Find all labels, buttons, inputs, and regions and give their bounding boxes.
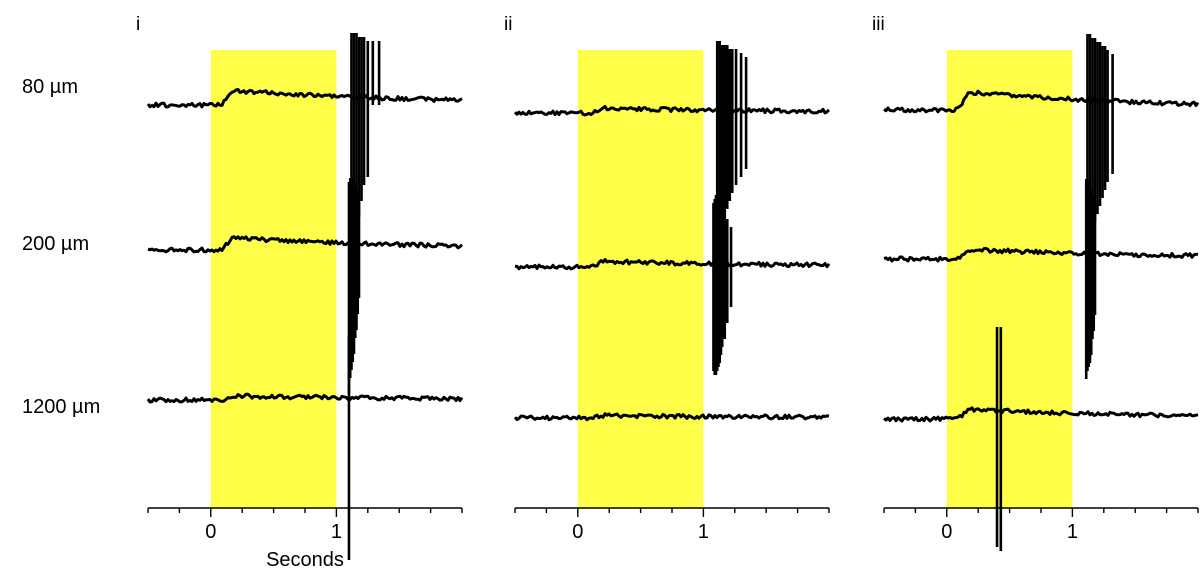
x-tick-label: 1 [331, 521, 342, 543]
stimulus-band [577, 50, 704, 508]
panel-label-iii: iii [872, 14, 885, 35]
x-tick-label: 1 [698, 521, 709, 543]
x-tick-label: 1 [1067, 521, 1078, 543]
stimulus-band [946, 50, 1073, 508]
panel-label-i: i [136, 14, 140, 35]
trace-200um [147, 235, 464, 254]
x-tick-label: 0 [941, 521, 952, 543]
row-label-200um: 200 µm [22, 233, 89, 255]
x-axis-label: Seconds [266, 549, 344, 570]
trace-80um [513, 104, 831, 117]
trace-200um [883, 246, 1199, 263]
x-tick-label: 0 [205, 521, 216, 543]
trace-1200um [146, 392, 464, 404]
trace-80um [883, 89, 1200, 114]
trace-200um [514, 258, 831, 271]
row-label-80um: 80 µm [22, 76, 78, 98]
panel-label-ii: ii [504, 14, 512, 35]
trace-1200um [883, 406, 1199, 423]
x-tick-label: 0 [572, 521, 583, 543]
stimulus-band [210, 50, 337, 508]
trace-1200um [513, 412, 830, 422]
row-label-1200um: 1200 µm [22, 396, 100, 418]
trace-80um [146, 88, 463, 109]
